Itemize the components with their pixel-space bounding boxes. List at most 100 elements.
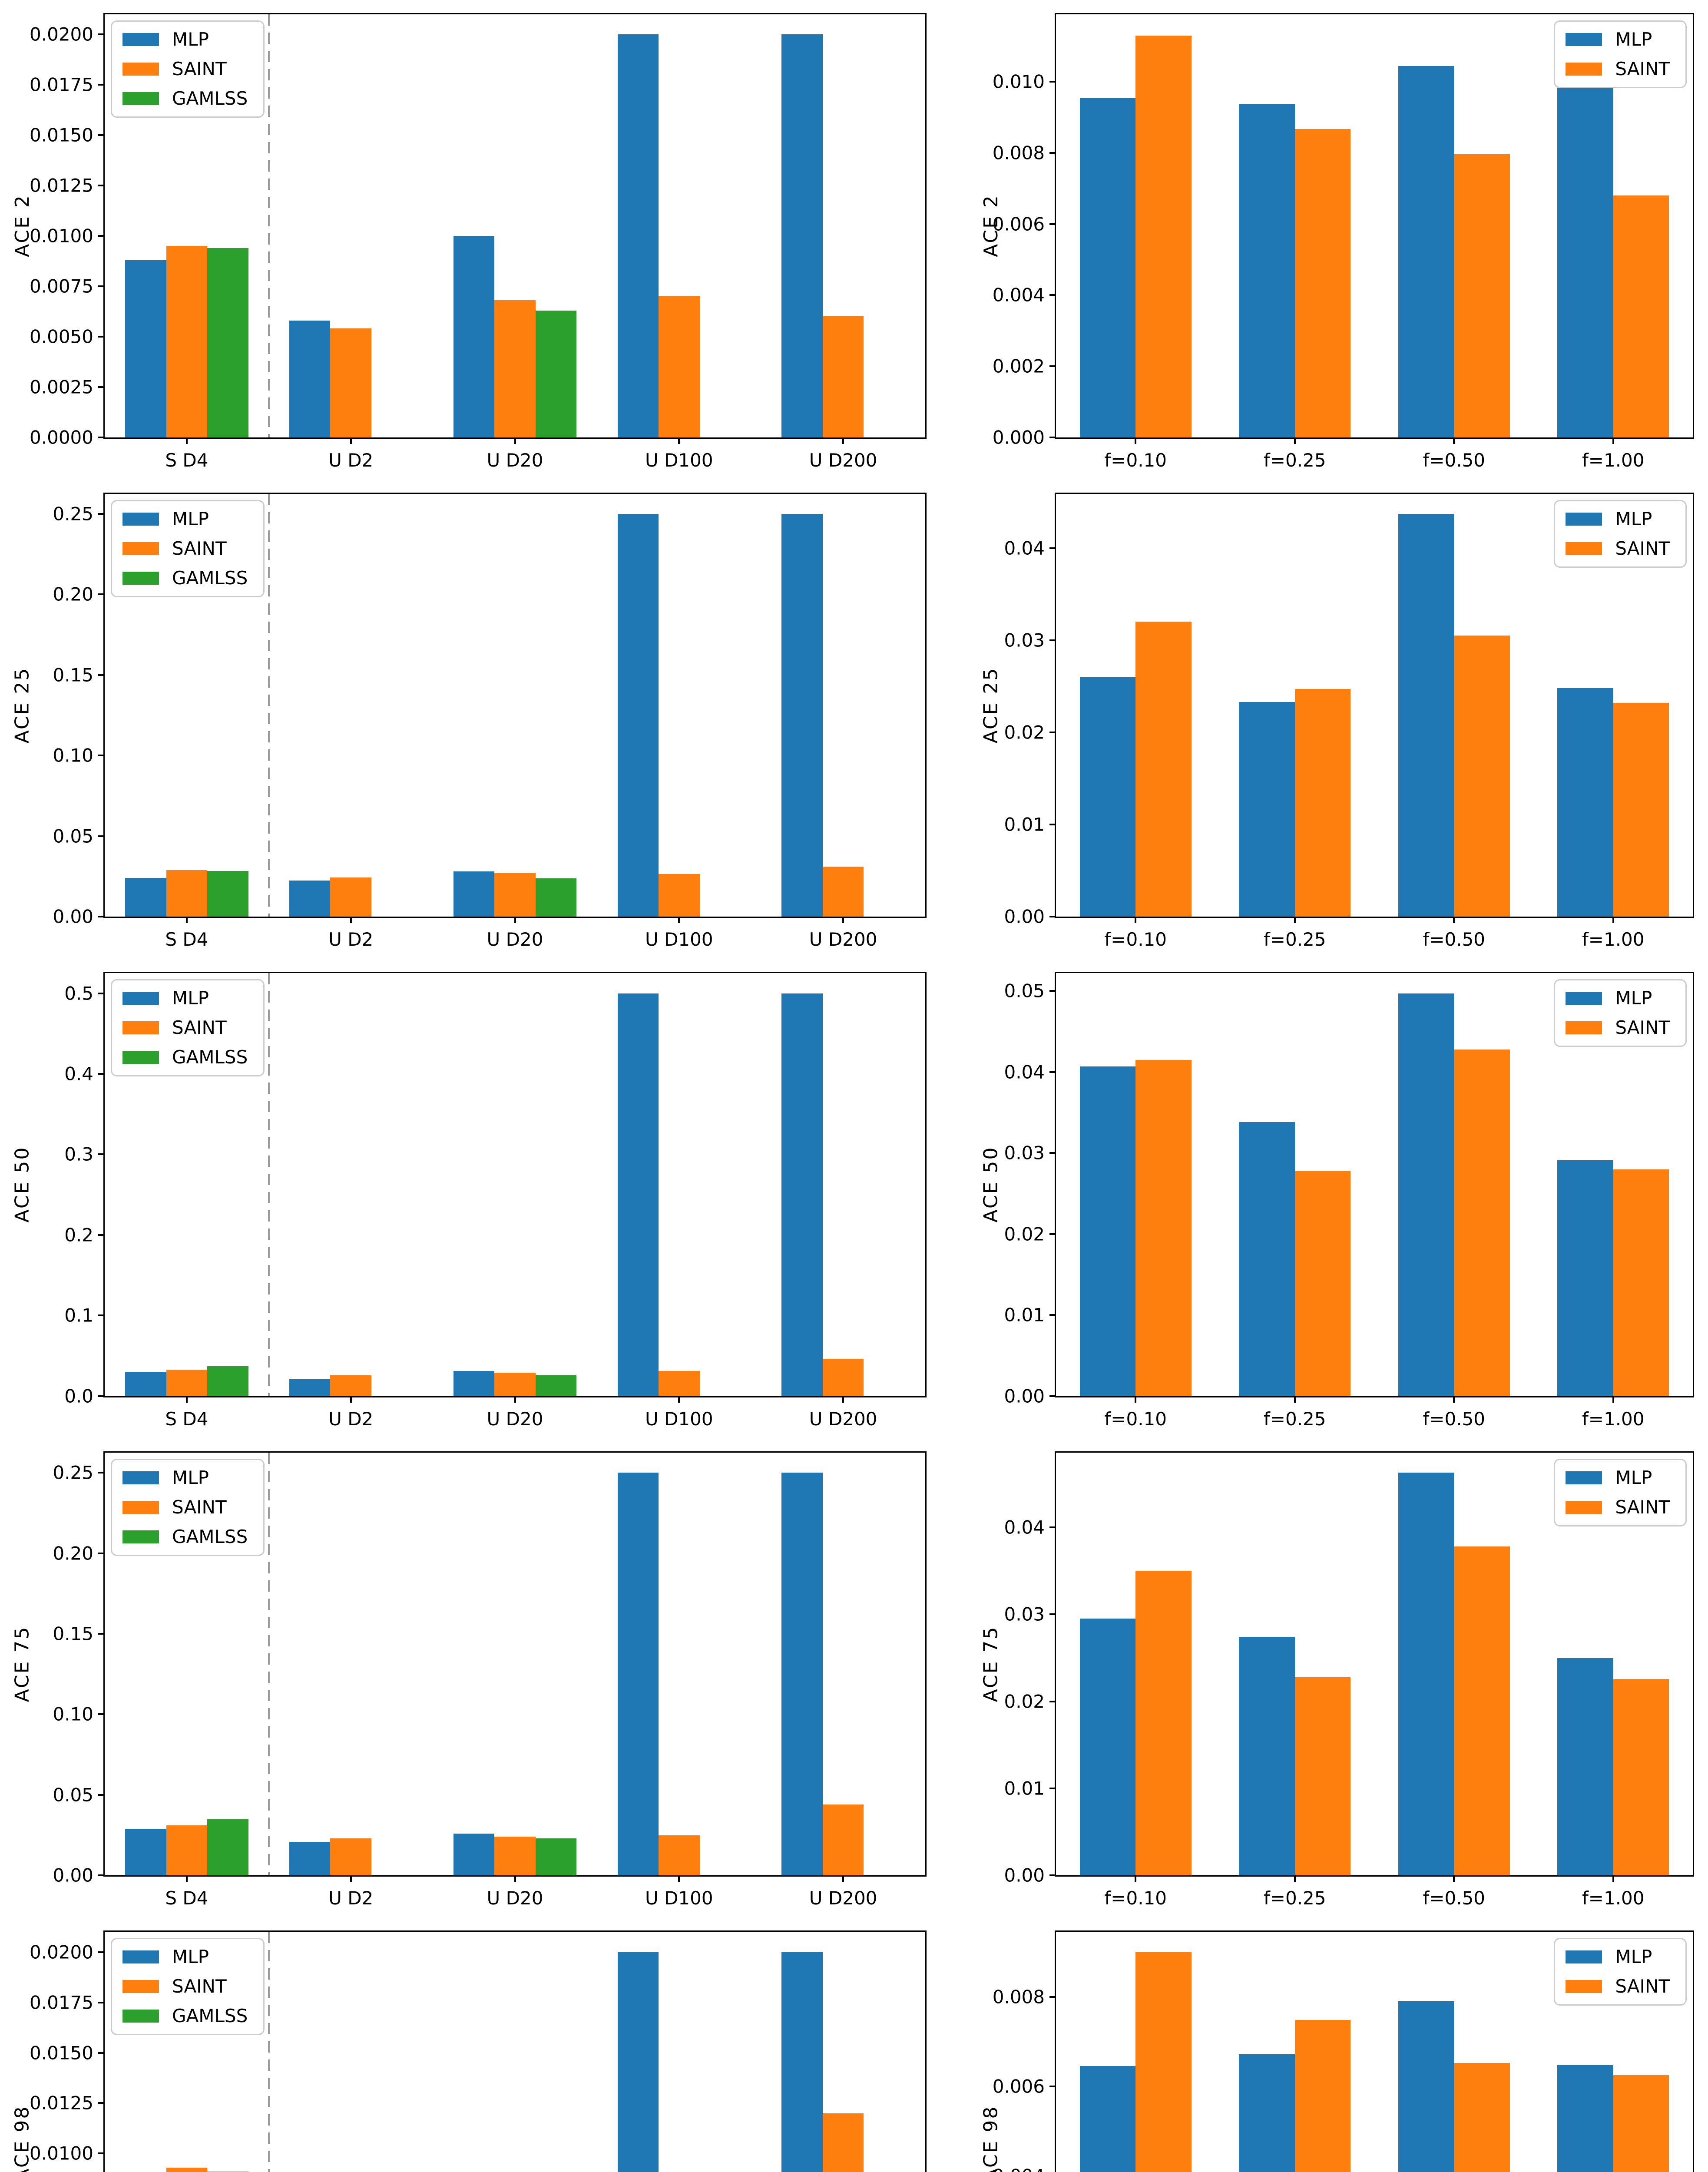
y-tick <box>1049 1395 1056 1397</box>
bar-mlp-f-1-00 <box>1557 688 1613 917</box>
bar-mlp-s-d4 <box>125 1828 166 1876</box>
y-tick <box>98 755 105 757</box>
y-tick <box>1049 81 1056 83</box>
plot-area: 0.0 0.1 0.2 0.3 0.4 0.5 S D4 U D2 U D20 U D100 U D… <box>64 972 927 1430</box>
bar-saint-f-0-50 <box>1454 1049 1510 1396</box>
x-tick <box>350 1875 352 1882</box>
bar-gamlss-s-d4 <box>207 1819 248 1876</box>
y-tick <box>1049 1996 1056 1998</box>
y-tick <box>1049 436 1056 438</box>
legend: MLP SAINT GAMLSS <box>111 1938 265 2036</box>
y-axis-label-text: ACE 75 <box>11 1626 33 1702</box>
bar-saint-s-d4 <box>166 1369 208 1396</box>
x-tick <box>1294 1396 1296 1403</box>
y-tick <box>98 285 105 287</box>
legend-item-mlp: MLP <box>122 1948 248 1966</box>
y-axis-label: ACE 50 <box>971 972 1010 1397</box>
y-tick <box>1049 1071 1056 1073</box>
legend-item-label: GAMLSS <box>172 88 248 109</box>
legend-item-label: SAINT <box>1615 1017 1670 1039</box>
legend: MLP SAINT <box>1554 500 1687 568</box>
x-tick <box>1612 437 1614 444</box>
x-tick <box>350 437 352 444</box>
y-tick-label: 0.05 <box>53 1784 93 1806</box>
x-tick <box>1135 1396 1137 1403</box>
y-tick <box>98 386 105 388</box>
y-tick <box>98 335 105 338</box>
legend-item-saint: SAINT <box>122 1498 248 1516</box>
legend-item-saint: SAINT <box>122 1019 248 1037</box>
x-tick <box>1135 917 1137 924</box>
legend-item-mlp: MLP <box>122 989 248 1007</box>
y-tick-label: 0.0150 <box>30 124 93 146</box>
y-tick <box>98 2102 105 2104</box>
y-tick <box>1049 294 1056 296</box>
legend-item-gamlss: GAMLSS <box>122 569 248 587</box>
legend: MLP SAINT <box>1554 1938 1687 2006</box>
legend-item-label: SAINT <box>172 1017 227 1039</box>
x-tick <box>1453 1875 1455 1882</box>
y-tick-label: 0.0025 <box>30 376 93 398</box>
y-axis-label-text: ACE 25 <box>11 667 33 744</box>
x-tick <box>185 1396 188 1403</box>
y-tick <box>1049 1314 1056 1316</box>
subplot-8-ace-98: ACE 980.00000.00250.00500.00750.01000.01… <box>0 1917 947 2172</box>
legend-swatch-mlp-icon <box>122 33 159 46</box>
bar-mlp-u-d20 <box>453 1833 495 1876</box>
legend-swatch-mlp-icon <box>1566 512 1602 526</box>
bar-saint-f-0-25 <box>1294 1677 1351 1876</box>
legend-swatch-saint-icon <box>1566 1500 1602 1514</box>
x-tick-label: U D100 <box>645 1408 713 1430</box>
y-tick-label: 0.2 <box>64 1224 93 1246</box>
bar-saint-f-0-25 <box>1294 129 1351 437</box>
x-tick <box>1135 1875 1137 1882</box>
y-tick-label: 0.0200 <box>30 1941 93 1963</box>
bar-mlp-s-d4 <box>125 1372 166 1396</box>
bar-saint-f-0-10 <box>1135 622 1192 917</box>
bar-saint-f-0-10 <box>1135 1952 1192 2172</box>
legend-swatch-saint-icon <box>122 1500 159 1514</box>
y-tick-label: 0.0075 <box>30 275 93 297</box>
bar-mlp-u-d100 <box>617 993 659 1396</box>
legend-item-label: SAINT <box>1615 1496 1670 1518</box>
bar-mlp-f-0-10 <box>1079 98 1136 437</box>
y-tick-label: 0.02 <box>1004 1223 1045 1245</box>
x-tick-label: U D20 <box>487 1408 543 1430</box>
x-tick-label: U D20 <box>487 1887 543 1909</box>
bar-mlp-f-0-10 <box>1079 677 1136 917</box>
bar-saint-u-d100 <box>659 1371 700 1396</box>
bar-saint-u-d20 <box>494 300 536 437</box>
bar-mlp-u-d2 <box>289 1841 331 1876</box>
bar-saint-f-0-10 <box>1135 1571 1192 1876</box>
y-tick-label: 0.01 <box>1004 1304 1045 1326</box>
x-tick <box>1453 917 1455 924</box>
y-tick-label: 0.25 <box>53 1462 93 1483</box>
bar-saint-f-1-00 <box>1613 1169 1669 1396</box>
y-tick-label: 0.04 <box>1004 1061 1045 1083</box>
legend-item-label: MLP <box>172 29 209 50</box>
bar-saint-u-d200 <box>822 1804 864 1876</box>
legend-swatch-saint-icon <box>122 63 159 76</box>
x-tick <box>842 1396 844 1403</box>
bar-saint-u-d100 <box>659 296 700 437</box>
x-tick <box>514 1396 516 1403</box>
x-tick <box>678 1875 680 1882</box>
x-tick-label: f=0.25 <box>1264 1408 1326 1430</box>
y-tick <box>98 1951 105 1953</box>
x-tick-label: U D100 <box>645 1887 713 1909</box>
legend-swatch-mlp-icon <box>122 512 159 526</box>
x-tick-label: f=1.00 <box>1582 929 1645 950</box>
y-tick-label: 0.006 <box>992 213 1045 235</box>
y-tick-label: 0.0125 <box>30 175 93 196</box>
legend-swatch-saint-icon <box>122 1980 159 1993</box>
bar-mlp-s-d4 <box>125 878 166 917</box>
legend-swatch-gamlss-icon <box>122 2010 159 2023</box>
bar-mlp-f-0-10 <box>1079 2066 1136 2172</box>
y-tick-label: 0.00 <box>1004 1385 1045 1407</box>
x-tick-label: U D20 <box>487 929 543 950</box>
bar-mlp-u-d100 <box>617 1952 659 2172</box>
legend-item-label: SAINT <box>1615 537 1670 559</box>
bar-mlp-u-d100 <box>617 513 659 917</box>
legend-item-label: MLP <box>1615 1467 1652 1488</box>
y-axis-label: ACE 75 <box>3 1451 42 1877</box>
